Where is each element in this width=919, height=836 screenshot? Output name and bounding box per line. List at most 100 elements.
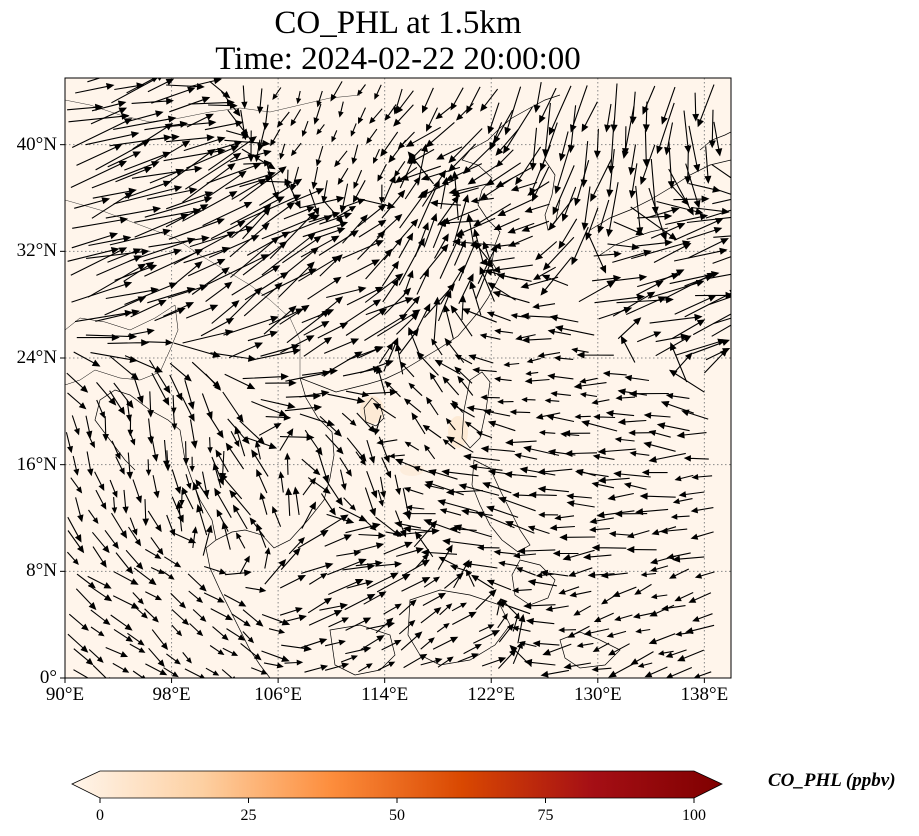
wind-arrow <box>628 163 638 199</box>
wind-arrow <box>189 419 198 449</box>
wind-arrow <box>537 468 573 476</box>
wind-arrow <box>113 628 134 642</box>
lat-tick-label: 16°N <box>16 453 57 475</box>
wind-arrow <box>151 629 169 651</box>
wind-arrow <box>192 609 207 622</box>
wind-arrow <box>656 102 675 155</box>
wind-arrow <box>518 640 537 648</box>
wind-arrow <box>229 222 270 258</box>
lon-tick-label: 90°E <box>45 684 85 705</box>
wind-arrow <box>292 486 300 515</box>
wind-arrow <box>220 91 241 117</box>
wind-arrow <box>147 78 175 93</box>
wind-arrow <box>469 280 482 316</box>
wind-arrow <box>123 261 155 282</box>
wind-arrow <box>170 395 177 415</box>
wind-arrow <box>242 373 289 381</box>
wind-arrow <box>650 593 668 600</box>
wind-arrow <box>382 175 396 203</box>
wind-arrow <box>125 110 164 123</box>
wind-arrow <box>384 104 397 121</box>
wind-arrow <box>328 578 364 596</box>
wind-arrow <box>239 420 266 445</box>
wind-arrow <box>479 257 515 266</box>
wind-arrow <box>467 163 500 185</box>
wind-arrow <box>377 164 387 182</box>
wind-arrow <box>331 130 338 143</box>
wind-arrow <box>629 450 650 457</box>
wind-arrow <box>527 578 557 587</box>
wind-arrow <box>384 287 412 315</box>
wind-arrow <box>441 468 479 477</box>
wind-arrow <box>280 246 319 279</box>
wind-arrow <box>279 143 286 160</box>
wind-arrow <box>337 167 349 185</box>
wind-arrow <box>189 456 195 473</box>
wind-arrow <box>114 82 145 91</box>
wind-arrow <box>324 662 350 671</box>
wind-arrow <box>345 308 388 336</box>
wind-arrow <box>464 421 480 433</box>
wind-arrow <box>571 347 589 354</box>
wind-arrow <box>124 355 164 373</box>
wind-arrow <box>573 605 592 616</box>
wind-arrow <box>630 651 654 665</box>
lat-tick-label: 8°N <box>26 560 57 582</box>
wind-arrow <box>372 402 397 419</box>
wind-arrow <box>592 453 615 460</box>
wind-arrow <box>403 653 428 669</box>
wind-arrow <box>449 564 472 574</box>
wind-arrow <box>171 531 197 544</box>
wind-arrow <box>88 235 132 247</box>
wind-arrow <box>113 571 139 585</box>
wind-arrow <box>653 242 692 263</box>
wind-arrow <box>201 393 213 420</box>
wind-arrow <box>592 274 622 282</box>
wind-arrow <box>102 416 109 442</box>
wind-arrow <box>458 483 500 496</box>
wind-arrow <box>425 121 455 148</box>
wind-arrow <box>209 645 225 656</box>
wind-arrow <box>182 487 194 510</box>
wind-arrow <box>688 125 701 173</box>
wind-arrow <box>445 417 456 431</box>
wind-arrow <box>142 499 150 527</box>
wind-arrow <box>129 643 146 653</box>
wind-arrow <box>665 213 709 226</box>
wind-arrow <box>341 412 357 426</box>
wind-arrow <box>594 293 646 304</box>
map-title: CO_PHL at 1.5km <box>274 5 522 41</box>
wind-arrow <box>683 455 709 462</box>
colorbar <box>71 770 723 799</box>
wind-arrow <box>628 429 651 436</box>
wind-arrow <box>515 334 536 341</box>
wind-arrow <box>621 105 635 159</box>
wind-arrow <box>67 530 85 554</box>
wind-arrow <box>346 286 384 306</box>
wind-arrow <box>421 87 434 114</box>
wind-arrow <box>152 140 191 164</box>
wind-arrow <box>429 372 443 393</box>
wind-arrow <box>207 437 213 454</box>
wind-arrow <box>569 590 592 598</box>
wind-arrow <box>656 422 690 432</box>
wind-arrow <box>424 444 436 460</box>
wind-arrow <box>407 151 435 185</box>
wind-arrow <box>545 605 569 612</box>
wind-arrow <box>399 361 415 378</box>
wind-arrow <box>711 164 731 179</box>
wind-arrow <box>692 339 730 355</box>
wind-arrow <box>527 525 550 535</box>
wind-arrow <box>92 546 107 568</box>
wind-arrow <box>288 537 305 555</box>
wind-arrow <box>511 625 531 632</box>
wind-arrow <box>284 169 291 189</box>
wind-arrow <box>632 239 673 247</box>
wind-arrow <box>712 256 731 264</box>
wind-arrow <box>276 111 290 128</box>
wind-arrow <box>356 84 366 96</box>
wind-arrow <box>364 273 404 303</box>
wind-arrow <box>95 309 140 322</box>
wind-arrow <box>107 151 142 168</box>
